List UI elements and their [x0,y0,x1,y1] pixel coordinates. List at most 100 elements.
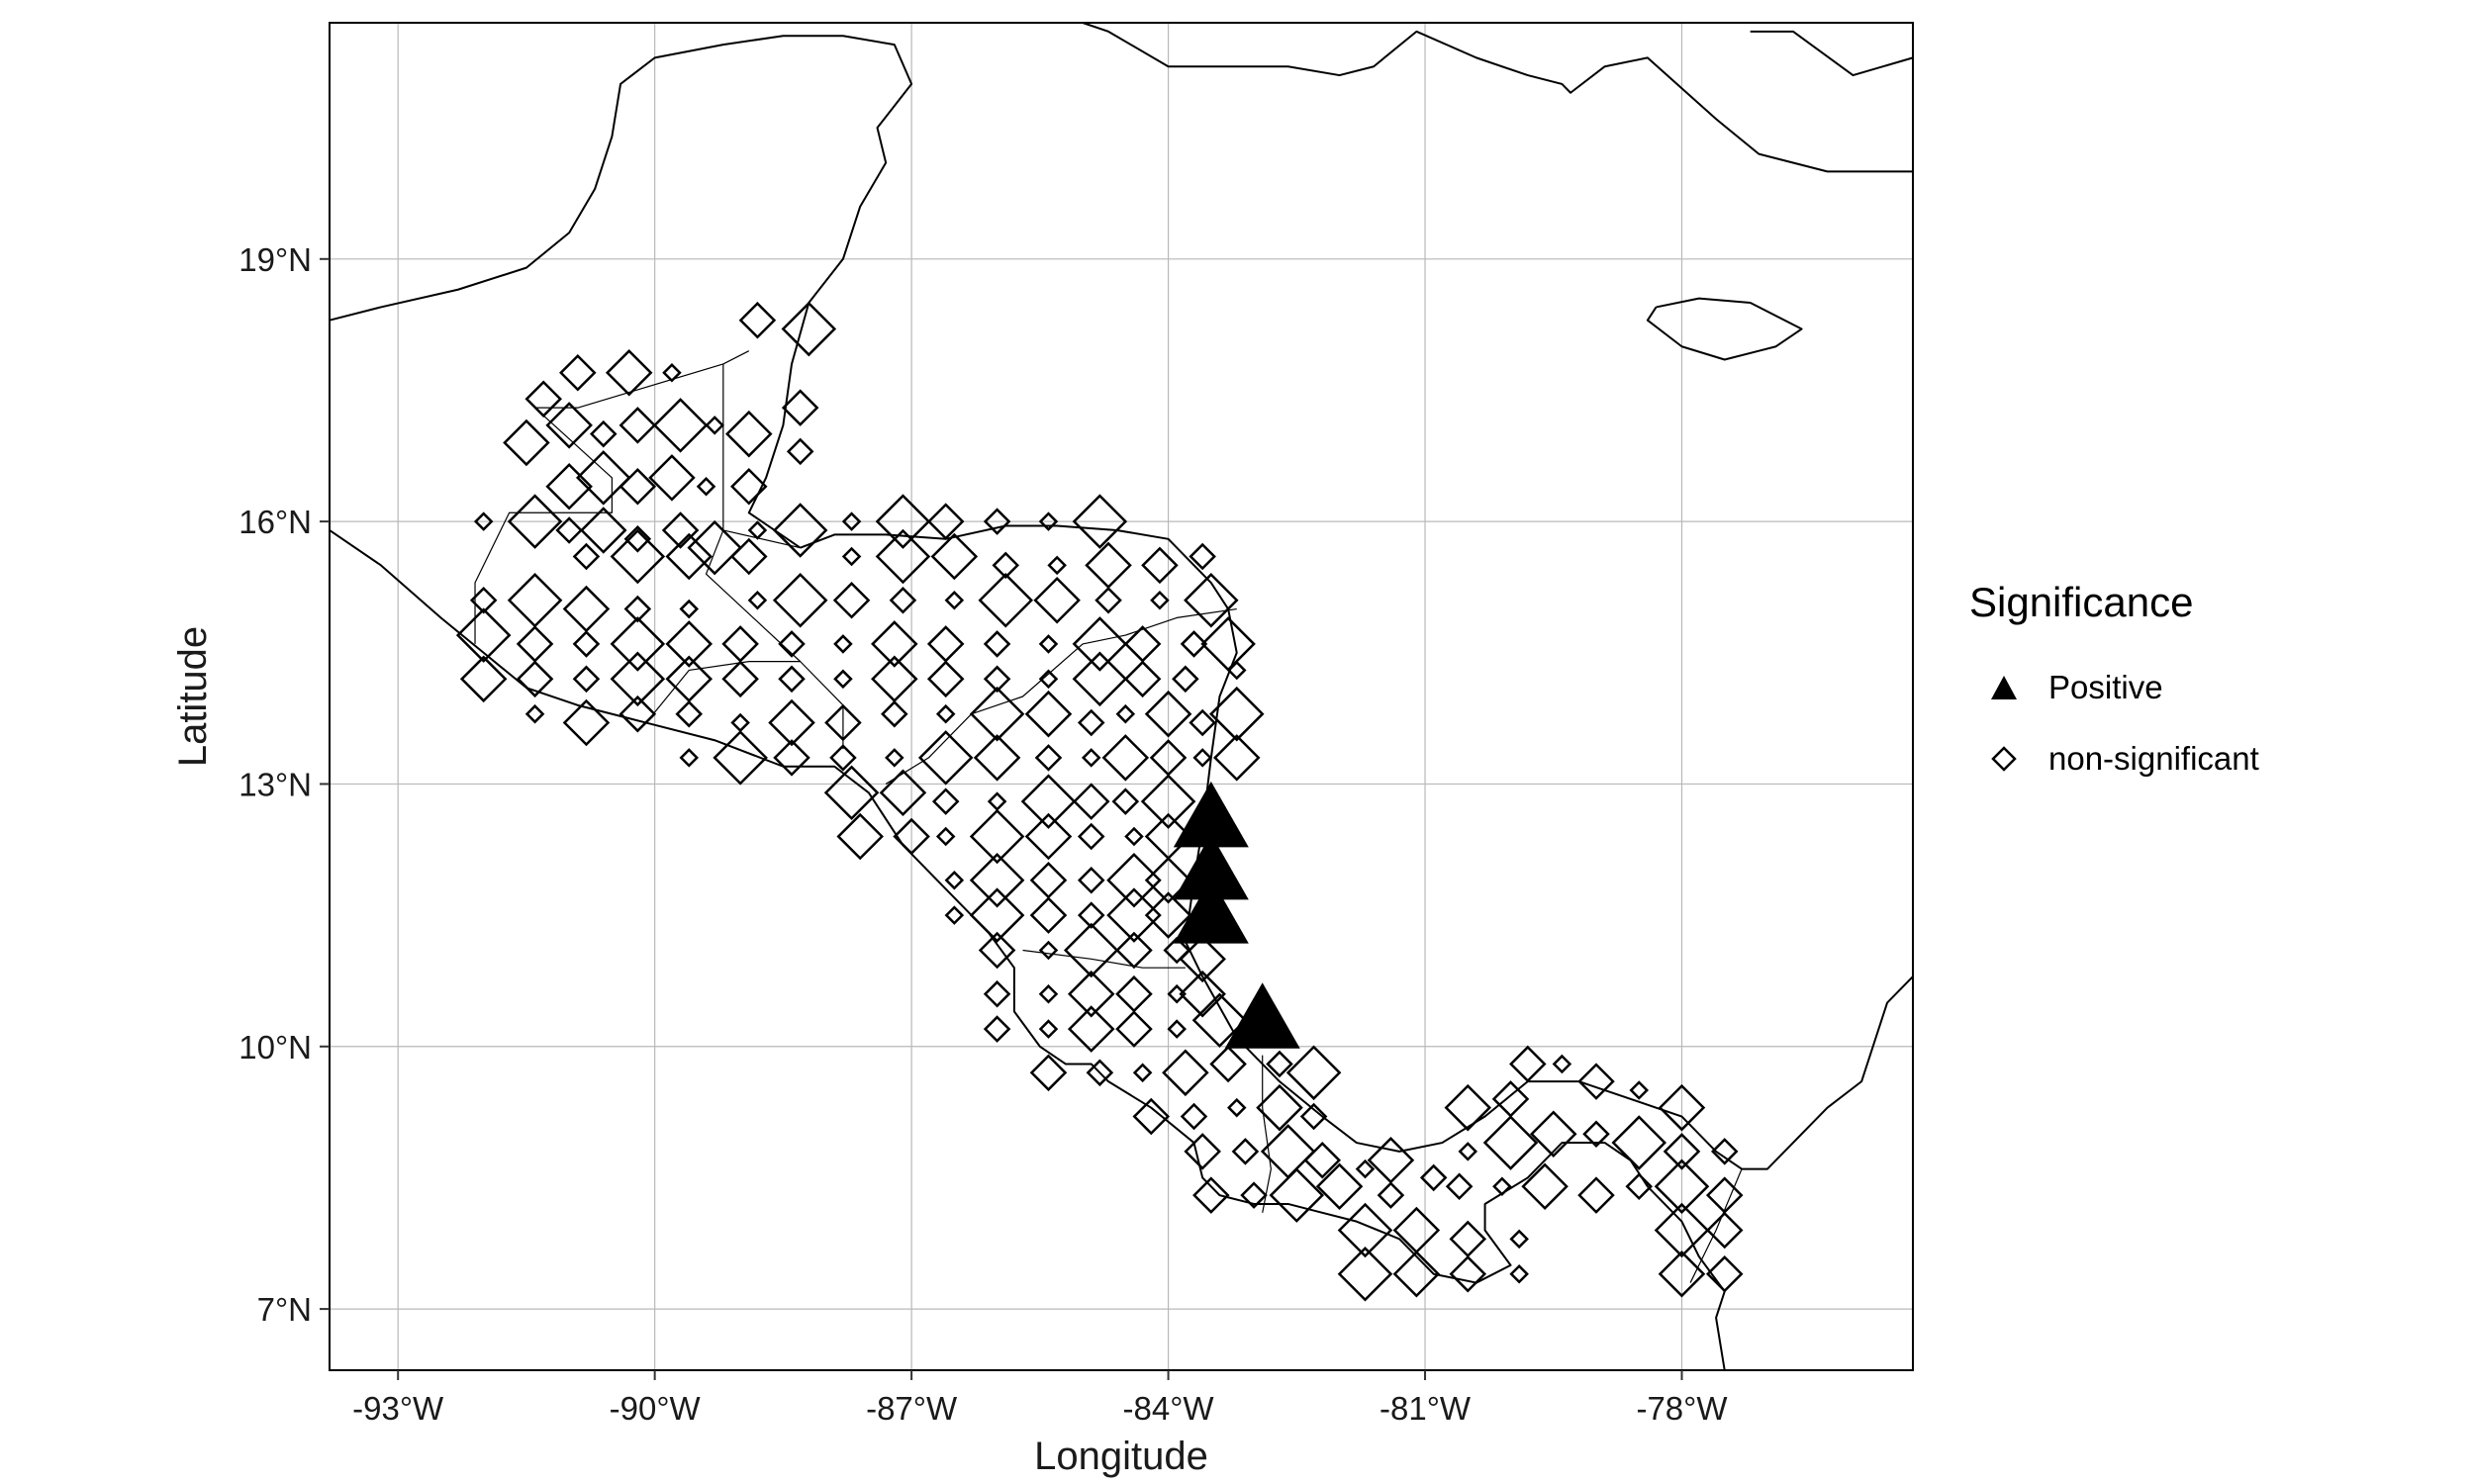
non-significant-marker [1458,1142,1478,1161]
y-tick-label: 10°N [238,1029,312,1066]
non-significant-marker [473,511,494,531]
non-significant-marker [1184,1133,1221,1170]
non-significant-marker [841,511,862,531]
non-significant-marker [730,467,768,506]
non-significant-marker [687,519,742,576]
non-significant-marker [969,686,1025,742]
non-significant-marker [562,698,611,747]
non-significant-marker [881,699,908,728]
plot-border [329,22,1914,1371]
country-border [705,529,844,750]
non-significant-marker [1509,1263,1529,1284]
non-significant-marker [1337,1246,1393,1302]
non-significant-marker [610,651,666,707]
non-significant-marker [1101,734,1150,782]
non-significant-marker [944,905,965,925]
non-significant-marker [662,362,682,383]
non-significant-marker [1212,734,1261,782]
non-significant-marker [1184,572,1239,628]
non-significant-marker [1191,992,1248,1049]
non-significant-marker [1024,690,1073,738]
non-significant-marker [747,520,768,540]
non-significant-marker [841,546,862,567]
non-significant-marker [1123,660,1162,698]
legend: Significance Positive non-significant [1969,579,2444,794]
non-significant-marker [1072,651,1128,707]
non-significant-marker [926,660,965,698]
non-significant-marker [1705,1254,1744,1293]
non-significant-marker [1180,1102,1208,1131]
non-significant-marker [1658,1083,1706,1132]
non-significant-marker [610,616,666,672]
non-significant-marker [648,454,696,502]
non-significant-marker [1705,1211,1744,1250]
country-border [885,607,1237,785]
non-significant-marker [1141,546,1179,585]
non-significant-marker [459,655,508,703]
non-significant-marker [623,595,652,623]
non-significant-marker [935,826,956,847]
non-significant-marker [1038,1019,1059,1039]
non-significant-marker [572,542,601,571]
non-significant-marker [889,586,917,614]
non-significant-marker [1179,970,1226,1018]
non-significant-marker [1192,1176,1230,1214]
non-significant-marker [969,852,1025,908]
legend-label: Positive [2048,669,2163,705]
y-axis-title: Latitude [171,626,215,767]
non-significant-marker [503,418,550,467]
y-tick-label: 13°N [238,766,312,802]
non-significant-marker [1106,852,1162,908]
non-significant-marker [665,532,714,581]
non-significant-marker [1445,1172,1474,1201]
non-significant-marker [545,402,593,449]
non-significant-marker [1611,1115,1667,1170]
non-significant-marker [1577,1063,1615,1100]
non-significant-marker [829,744,857,772]
positive-marker [1224,982,1300,1049]
non-significant-marker [1521,1162,1569,1211]
non-significant-marker [1115,1010,1153,1048]
non-significant-marker [1629,1080,1650,1100]
non-significant-marker [1077,866,1105,894]
non-significant-marker [1226,660,1247,681]
non-significant-marker [1029,1054,1068,1092]
non-significant-marker [1654,1159,1710,1215]
non-significant-marker [935,703,956,724]
x-tick-label: -93°W [352,1390,444,1427]
positive-marker [1173,833,1249,900]
country-border [1262,1055,1272,1213]
non-significant-marker [1189,542,1216,571]
non-significant-marker [875,528,931,585]
y-tick-label: 19°N [238,241,312,278]
non-significant-marker [978,572,1034,628]
non-significant-marker [1529,1110,1577,1158]
non-significant-marker [652,398,709,453]
non-significant-marker [978,931,1016,970]
non-significant-marker [1038,511,1059,531]
legend-label: non-significant [2048,740,2259,777]
legend-item-non-significant: non-significant [1969,723,2444,794]
non-significant-marker [1150,590,1170,610]
x-axis-title: Longitude [1034,1435,1208,1478]
non-significant-marker [1192,748,1212,768]
triangle-icon [1969,663,2039,712]
markers [455,301,1744,1302]
non-significant-marker [1072,616,1128,672]
non-significant-marker [696,476,716,497]
non-significant-marker [675,699,704,728]
axis-ticks: -93°W -90°W -87°W -84°W -81°W -78°W 7°N 10°N 13°… [238,241,1728,1427]
non-significant-marker [832,581,871,619]
non-significant-marker [926,503,965,540]
x-tick-label: -87°W [866,1390,958,1427]
non-significant-marker [1144,690,1192,738]
non-significant-marker [1658,1250,1706,1298]
positive-marker [1173,781,1249,848]
non-significant-marker [1081,748,1101,768]
non-significant-marker [1582,1120,1610,1148]
coastline [800,524,1914,1170]
non-significant-marker [1038,940,1059,961]
non-significant-marker [833,669,853,690]
non-significant-marker [823,765,880,821]
